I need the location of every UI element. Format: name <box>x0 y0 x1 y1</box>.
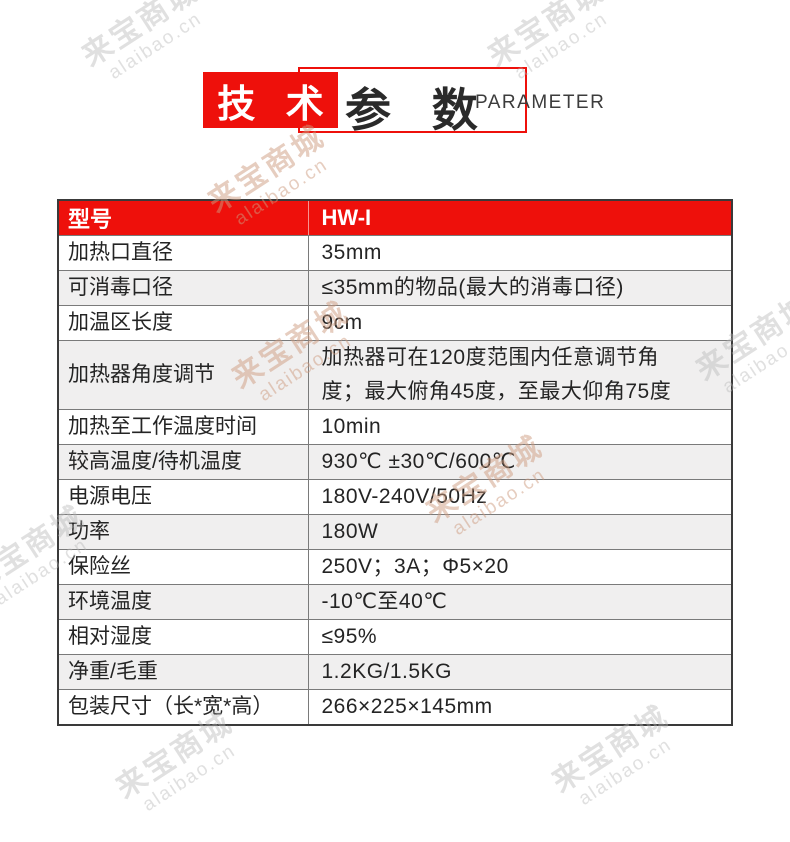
spec-value: 180W <box>307 514 733 550</box>
spec-label: 加热口直径 <box>57 235 309 271</box>
spec-value: 180V-240V/50Hz <box>307 479 733 515</box>
title-left-text: 技 术 <box>217 83 334 126</box>
spec-row: 电源电压 180V-240V/50Hz <box>57 479 733 515</box>
spec-label: 环境温度 <box>57 584 309 620</box>
header-model-value: HW-I <box>307 200 732 236</box>
spec-row: 功率 180W <box>57 514 733 550</box>
spec-row: 加热口直径 35mm <box>57 235 733 271</box>
spec-label: 加热至工作温度时间 <box>57 409 309 445</box>
spec-value: 1.2KG/1.5KG <box>307 654 733 690</box>
spec-row: 净重/毛重 1.2KG/1.5KG <box>57 654 733 690</box>
spec-row: 包装尺寸（长*宽*高） 266×225×145mm <box>57 689 733 726</box>
table-header-row: 型号 HW-I <box>58 200 732 236</box>
title-subtitle: PARAMETER <box>475 92 606 113</box>
title-red-box: 技 术 <box>203 72 338 128</box>
spec-value: 10min <box>307 409 733 445</box>
spec-row: 环境温度 -10℃至40℃ <box>57 584 733 620</box>
spec-label: 加热器角度调节 <box>57 340 309 410</box>
spec-row: 相对湿度 ≤95% <box>57 619 733 655</box>
spec-label: 加温区长度 <box>57 305 309 341</box>
spec-label: 电源电压 <box>57 479 309 515</box>
spec-label: 包装尺寸（长*宽*高） <box>57 689 309 726</box>
spec-label: 较高温度/待机温度 <box>57 444 309 480</box>
spec-value: -10℃至40℃ <box>307 584 733 620</box>
spec-row: 保险丝 250V；3A；Φ5×20 <box>57 549 733 585</box>
spec-value: 266×225×145mm <box>307 689 733 726</box>
spec-label: 可消毒口径 <box>57 270 309 306</box>
title-right-text: 参 数 <box>345 84 492 136</box>
spec-label: 相对湿度 <box>57 619 309 655</box>
spec-value: ≤95% <box>307 619 733 655</box>
spec-row: 加热至工作温度时间 10min <box>57 409 733 445</box>
spec-row: 可消毒口径 ≤35mm的物品(最大的消毒口径) <box>57 270 733 306</box>
spec-value: 加热器可在120度范围内任意调节角 度；最大俯角45度，至最大仰角75度 <box>307 340 733 410</box>
spec-value: 35mm <box>307 235 733 271</box>
spec-value: 930℃ ±30℃/600℃ <box>307 444 733 480</box>
spec-value: ≤35mm的物品(最大的消毒口径) <box>307 270 733 306</box>
spec-row: 加温区长度 9cm <box>57 305 733 341</box>
spec-label: 保险丝 <box>57 549 309 585</box>
header-model-label: 型号 <box>58 200 308 236</box>
spec-row: 加热器角度调节 加热器可在120度范围内任意调节角 度；最大俯角45度，至最大仰角… <box>57 340 733 410</box>
spec-table: 型号 HW-I 加热口直径 35mm 可消毒口径 ≤35mm的物品(最大的消毒口径) 加… <box>57 199 733 726</box>
spec-value: 250V；3A；Φ5×20 <box>307 549 733 585</box>
spec-label: 功率 <box>57 514 309 550</box>
spec-row: 较高温度/待机温度 930℃ ±30℃/600℃ <box>57 444 733 480</box>
spec-value: 9cm <box>307 305 733 341</box>
spec-label: 净重/毛重 <box>57 654 309 690</box>
